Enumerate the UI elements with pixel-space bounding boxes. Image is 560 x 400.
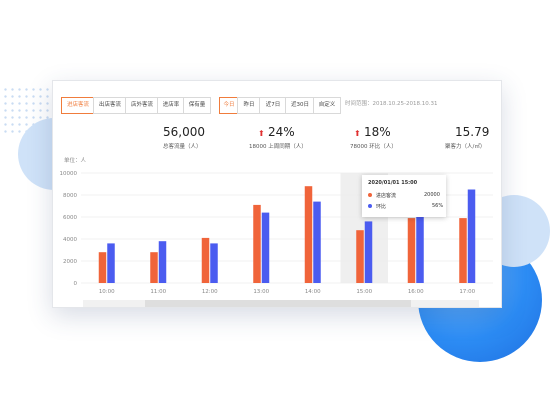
chart-bar <box>261 212 270 283</box>
chart-bar <box>467 189 476 283</box>
chart-bar <box>201 237 210 283</box>
tooltip-title: 2020/01/01 15:00 <box>368 180 418 186</box>
ring-change-label: 78000 环比（人） <box>350 144 397 150</box>
y-tick-label: 8000 <box>63 193 77 199</box>
tab-custom[interactable]: 自定义 <box>313 97 341 114</box>
tooltip-series-dot <box>368 193 372 197</box>
chart-bar <box>150 252 158 283</box>
chart-bar <box>416 211 424 283</box>
y-tick-label: 10000 <box>60 171 78 177</box>
x-tick-label: 10:00 <box>99 289 115 295</box>
unit-label: 单位：人 <box>64 158 87 164</box>
chart-bar <box>304 186 313 283</box>
total-traffic-label: 总客流量（人） <box>163 144 202 150</box>
chart-bar <box>253 204 261 283</box>
y-tick-label: 2000 <box>63 259 77 265</box>
chart-bar <box>313 201 321 283</box>
up-arrow-icon: ⬆ <box>354 129 361 138</box>
x-tick-label: 15:00 <box>356 289 372 295</box>
x-tick-label: 14:00 <box>305 289 321 295</box>
last-week-change-value: 24% <box>268 125 295 139</box>
gathering-power-label: 聚客力（人/㎡） <box>445 144 486 150</box>
tooltip-row-label: 环比 <box>376 204 387 210</box>
up-arrow-icon: ⬆ <box>258 129 265 138</box>
chart-bar <box>107 243 115 283</box>
chart-bar <box>364 221 373 283</box>
chart-bar <box>459 218 467 283</box>
x-tick-label: 11:00 <box>150 289 166 295</box>
tab-outside-traffic[interactable]: 店外客流 <box>125 97 159 114</box>
total-traffic-value: 56,000 <box>163 125 205 139</box>
x-tick-label: 16:00 <box>408 289 424 295</box>
y-tick-label: 0 <box>74 281 78 287</box>
time-range-text: 时间范围：2018.10.25-2018.10.31 <box>345 101 438 107</box>
chart-bar <box>407 218 416 283</box>
x-tick-label: 17:00 <box>459 289 475 295</box>
x-tick-label: 12:00 <box>202 289 218 295</box>
y-tick-label: 4000 <box>63 237 77 243</box>
tab-enter-traffic[interactable]: 进店客流 <box>61 97 95 114</box>
gathering-power-value: 15.79 <box>455 125 490 139</box>
x-tick-label: 13:00 <box>253 289 269 295</box>
chart-bar <box>356 230 364 283</box>
tab-retention[interactable]: 保有量 <box>183 97 211 114</box>
tooltip-series-dot <box>368 204 372 208</box>
tooltip-row-value: 20000 <box>424 192 440 198</box>
chart-scrollbar-thumb[interactable] <box>145 300 411 307</box>
tooltip-row-label: 进店客流 <box>376 193 397 199</box>
y-tick-label: 6000 <box>63 215 77 221</box>
ring-change-value: 18% <box>364 125 391 139</box>
last-week-change-label: 18000 上周同期（人） <box>249 144 307 150</box>
chart-tooltip: 2020/01/01 15:00 进店客流 20000 环比 56% <box>362 175 446 217</box>
chart-bar <box>98 252 107 283</box>
tooltip-row-value: 56% <box>432 203 444 209</box>
chart-bar <box>210 243 218 283</box>
tab-yesterday[interactable]: 昨日 <box>237 97 261 114</box>
chart-bar <box>158 241 167 283</box>
dashboard-panel: 进店客流 出店客流 店外客流 进店率 保有量 今日 昨日 近7日 近30日 自定… <box>52 80 502 308</box>
